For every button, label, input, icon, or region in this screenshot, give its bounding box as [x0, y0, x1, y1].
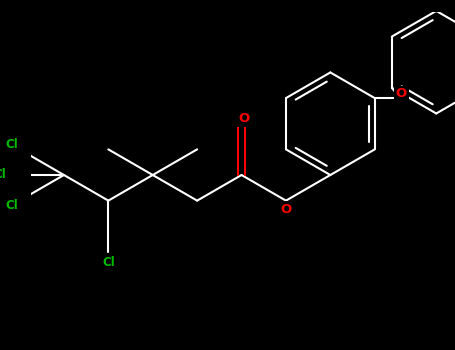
Text: Cl: Cl — [5, 199, 18, 212]
Text: Cl: Cl — [5, 138, 18, 151]
Text: Cl: Cl — [0, 168, 6, 182]
Text: O: O — [238, 112, 250, 125]
Text: O: O — [280, 203, 292, 216]
Text: Cl: Cl — [102, 256, 115, 269]
Text: O: O — [396, 88, 407, 100]
